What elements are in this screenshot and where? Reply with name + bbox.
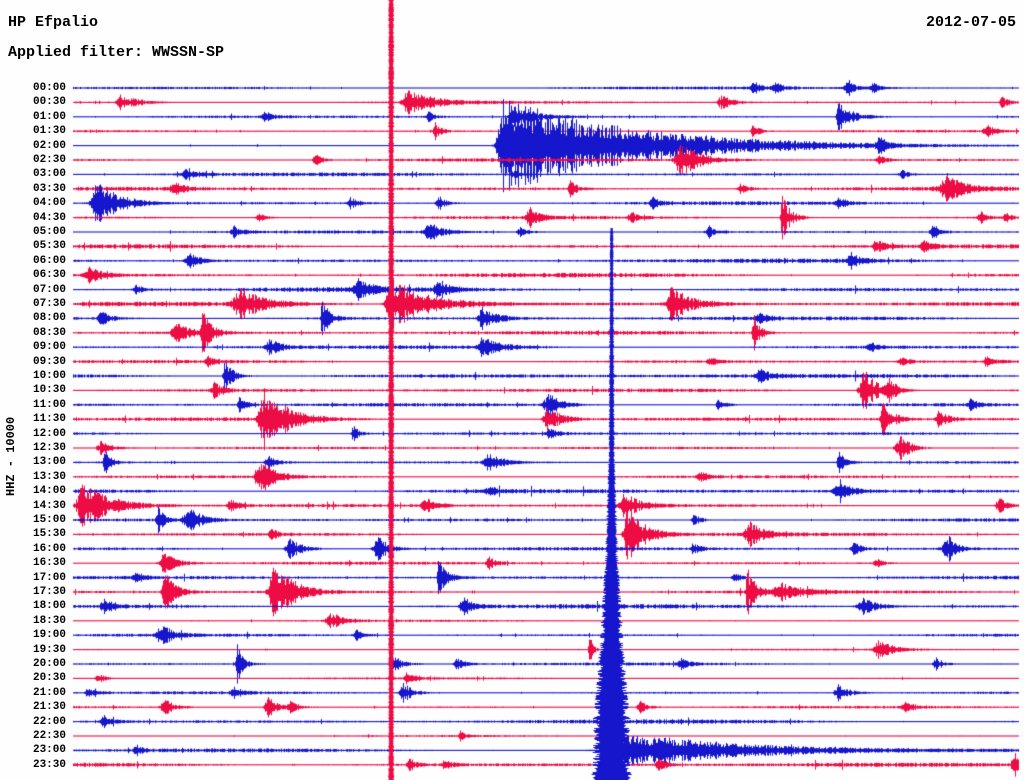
time-label: 12:30	[32, 442, 66, 454]
time-label: 04:00	[32, 197, 66, 210]
time-label: 05:30	[32, 240, 66, 253]
time-label: 00:30	[32, 96, 66, 109]
time-label: 11:00	[32, 398, 66, 411]
time-label: 10:00	[32, 370, 66, 382]
time-label: 06:00	[32, 254, 66, 267]
time-label: 03:00	[32, 168, 66, 181]
time-label: 08:30	[32, 326, 66, 339]
time-label: 02:00	[32, 139, 66, 152]
time-label: 22:30	[32, 730, 66, 742]
time-label: 07:30	[32, 298, 66, 310]
time-label: 00:00	[32, 82, 66, 94]
time-label: 20:00	[32, 658, 66, 670]
time-label: 19:00	[32, 629, 66, 642]
time-label: 17:00	[32, 571, 66, 584]
time-label: 14:30	[32, 499, 66, 512]
date-label: 2012-07-05	[925, 14, 1016, 31]
time-label: 01:30	[32, 125, 66, 138]
time-label: 15:30	[32, 528, 66, 541]
time-label: 01:00	[32, 110, 66, 123]
time-label: 21:00	[32, 686, 66, 699]
time-label: 23:30	[32, 758, 66, 771]
channel-scale-label: HHZ - 10000	[4, 416, 18, 496]
time-label: 09:00	[32, 341, 66, 354]
time-label: 14:00	[32, 485, 66, 498]
time-label: 02:30	[32, 154, 66, 166]
time-label: 18:00	[32, 600, 66, 613]
time-label: 20:30	[32, 672, 66, 685]
time-label: 04:30	[32, 211, 66, 224]
time-label: 16:30	[32, 557, 66, 570]
time-label: 13:00	[32, 456, 66, 469]
filter-label: Applied filter: WWSSN-SP	[8, 44, 225, 61]
time-label: 21:30	[32, 701, 66, 714]
time-label: 08:00	[32, 312, 66, 325]
time-label: 18:30	[32, 614, 66, 627]
time-label: 16:00	[32, 542, 66, 555]
time-label: 06:30	[32, 269, 66, 282]
time-label: 17:30	[32, 586, 66, 598]
time-labels: 00:00 00:30 01:00 01:30 02:00 02:30 03:00 03:30…	[0, 0, 68, 780]
time-label: 03:30	[32, 182, 66, 195]
time-label: 19:30	[32, 643, 66, 656]
time-label: 05:00	[32, 226, 66, 238]
time-label: 07:00	[32, 283, 66, 296]
time-label: 22:00	[32, 715, 66, 728]
time-label: 13:30	[32, 470, 66, 483]
station-title: HP Efpalio	[8, 14, 99, 31]
time-label: 09:30	[32, 355, 66, 368]
time-label: 15:00	[32, 514, 66, 526]
time-label: 23:00	[32, 744, 66, 757]
time-label: 12:00	[32, 427, 66, 440]
time-label: 11:30	[32, 413, 66, 426]
time-label: 10:30	[32, 384, 66, 397]
